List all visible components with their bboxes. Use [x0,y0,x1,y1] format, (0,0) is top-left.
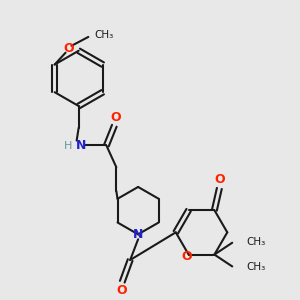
Text: N: N [76,139,86,152]
Text: O: O [181,250,192,263]
Text: O: O [110,111,121,124]
Text: N: N [133,228,143,241]
Text: CH₃: CH₃ [246,262,266,272]
Text: O: O [214,173,225,186]
Text: H: H [64,142,72,152]
Text: O: O [116,284,127,297]
Text: CH₃: CH₃ [246,237,266,247]
Text: O: O [63,42,74,55]
Text: CH₃: CH₃ [94,30,113,40]
